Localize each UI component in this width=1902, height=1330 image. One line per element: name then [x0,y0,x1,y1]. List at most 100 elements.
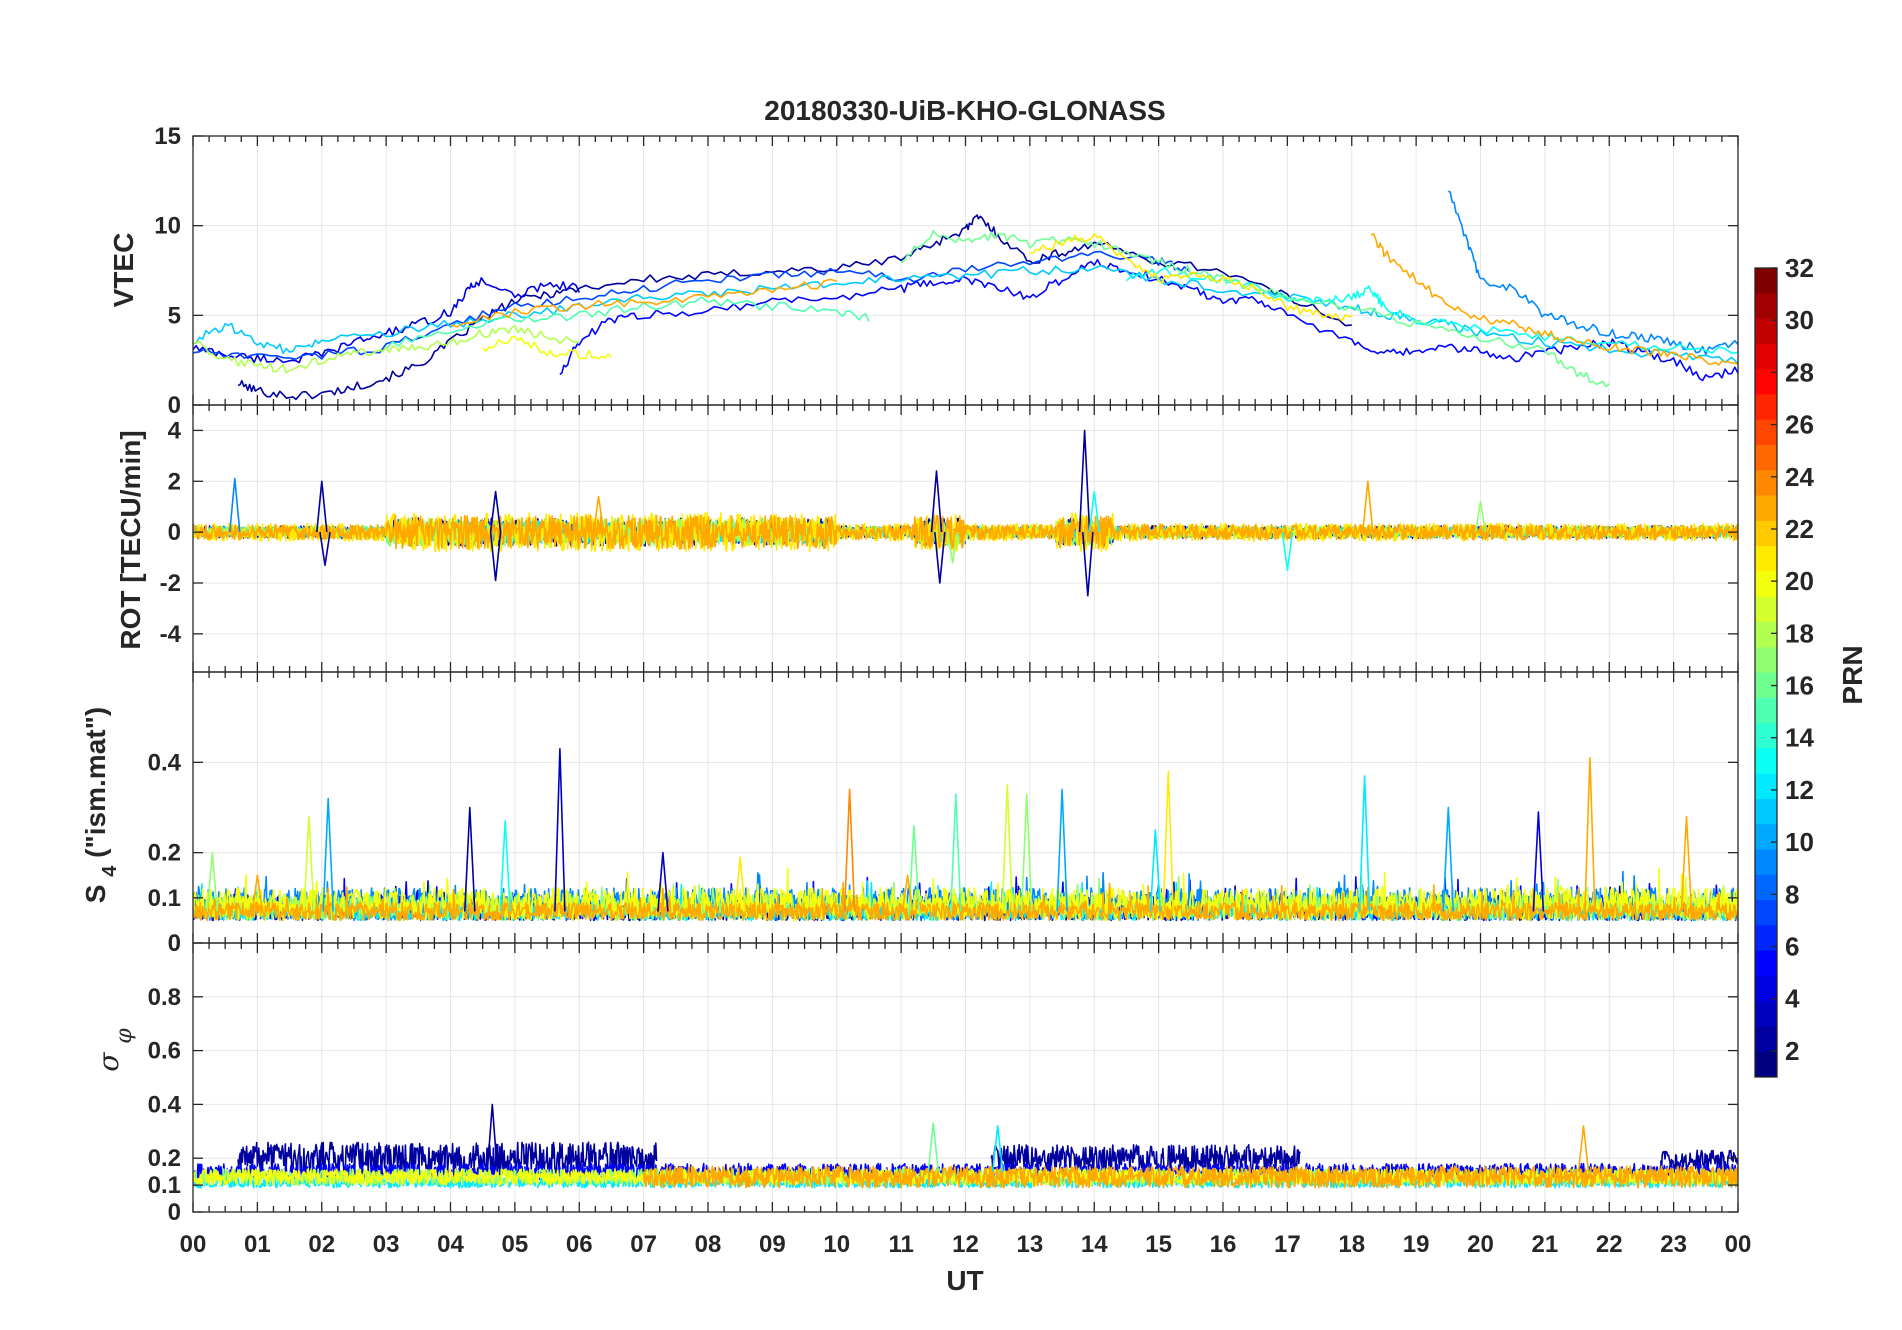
colorbar-segment [1755,723,1777,749]
y-tick-label: 10 [154,213,181,240]
colorbar-tick-label: 14 [1785,723,1814,753]
x-tick-label: 21 [1532,1231,1559,1258]
colorbar-segment [1755,1051,1777,1078]
s4-noise-prn-23 [193,881,1738,922]
x-tick-label: 00 [180,1231,207,1258]
x-tick-label: 14 [1081,1231,1108,1258]
y-tick-label: 2 [168,468,181,495]
spike-prn-12 [1149,829,1162,912]
colorbar-segment [1755,318,1777,345]
spike-prn-24 [843,788,856,912]
spike-prn-2 [934,532,946,584]
spike-prn-10 [1442,806,1455,912]
y-tick-label: -2 [160,570,181,597]
colorbar-tick-label: 8 [1785,879,1799,909]
x-tick-label: 04 [437,1231,464,1258]
spike-prn-23 [1577,1125,1590,1172]
spike-prn-17 [1020,793,1033,912]
colorbar-segment [1755,748,1777,775]
y-tick-label: 0 [168,519,181,546]
colorbar-tick-label: 18 [1785,618,1814,648]
x-tick-label: 02 [308,1231,335,1258]
series-prn-16 [900,230,1610,388]
colorbar-segment [1755,546,1777,572]
s4-subscript: 4 [99,865,121,877]
colorbar-segment [1755,369,1777,395]
colorbar-tick-label: 26 [1785,410,1814,440]
x-tick-label: 08 [695,1231,722,1258]
y-tick-label: 0 [168,1199,181,1226]
y-tick-label: 4 [168,417,182,444]
series-prn-9 [1448,190,1738,356]
colorbar-tick-label: 10 [1785,827,1814,857]
spike-prn-3 [554,748,566,912]
colorbar-segment [1755,621,1777,648]
x-tick-label: 13 [1017,1231,1044,1258]
colorbar-tick-label: 16 [1785,671,1814,701]
spike-prn-4 [1532,811,1545,912]
y-tick-label: 0.1 [148,1172,181,1199]
colorbar-segment [1755,470,1777,497]
series-prn-18 [193,325,580,374]
series-prn-23 [450,278,838,328]
colorbar-tick-label: 2 [1785,1036,1799,1066]
ylabel-vtec: VTEC [108,233,139,308]
colorbar-segment [1755,1026,1777,1053]
noise-prn-23 [642,1165,1738,1189]
y-tick-label: 15 [154,123,181,150]
colorbar-segment [1755,773,1777,800]
y-tick-label: 0.2 [148,840,181,867]
spike-prn-10 [322,797,334,912]
colorbar-tick-label: 30 [1785,305,1814,335]
colorbar-segment [1755,647,1777,673]
colorbar-tick-label: 28 [1785,357,1814,387]
panel-s4: 0 0.1 0.2 0.4 [148,671,1739,957]
y-tick-label: 0.4 [148,1091,182,1118]
spike-prn-2 [1082,532,1094,597]
sigma-label-text: σ [92,1052,125,1072]
noise-prn-2 [237,1141,658,1175]
colorbar-segment [1755,874,1777,901]
x-tick-label: 01 [244,1231,271,1258]
panel-vtec: 0 5 10 15 [154,123,1739,419]
colorbar-segment [1755,950,1777,977]
x-tick-label: 17 [1274,1231,1301,1258]
series-group-rot [193,429,1738,597]
spike-prn-10 [1056,788,1068,912]
x-tick-label: 18 [1338,1231,1365,1258]
x-tick-label: 22 [1596,1231,1623,1258]
spike-prn-23 [1680,815,1693,912]
spike-prn-23 [1584,757,1596,912]
series-group-sigma_phi [193,1103,1738,1189]
series-prn-11 [193,264,1738,365]
y-tick-label: 0 [168,930,181,957]
y-tick-label: -4 [160,621,182,648]
x-tick-label: 15 [1145,1231,1172,1258]
ylabel-sigma-phi: σ φ [92,1028,137,1072]
spike-prn-16 [927,1122,940,1172]
colorbar-segment [1755,975,1777,1002]
x-tick-labels: 00 01 02 03 04 05 06 07 08 09 10 11 12 13 14 15 16 17 18 19… [180,1231,1752,1258]
panel-sigma-phi: 00.10.2 0.4 0.6 0.8 [148,942,1739,1226]
series-prn-21 [1029,233,1352,322]
svg-text:σ φ: σ φ [92,1028,137,1072]
spike-prn-17 [1474,500,1487,533]
s4-label-rest: ("ism.mat") [80,707,111,866]
x-axis-label: UT [946,1265,983,1296]
series-prn-4 [193,277,581,364]
colorbar-segment [1755,849,1777,876]
x-tick-label: 16 [1210,1231,1237,1258]
spike-prn-23 [251,874,264,912]
spike-prn-3 [657,851,669,912]
colorbar-segment [1755,343,1777,370]
colorbar-segment [1755,394,1777,421]
colorbar-label: PRN [1837,645,1868,704]
x-tick-label: 09 [759,1231,786,1258]
sigma-subscript: φ [112,1028,137,1044]
spike-prn-2 [1078,429,1091,533]
y-tick-label: 5 [168,302,181,329]
colorbar-segment [1755,571,1777,598]
spike-prn-13 [1088,490,1101,533]
x-tick-label: 05 [502,1231,529,1258]
